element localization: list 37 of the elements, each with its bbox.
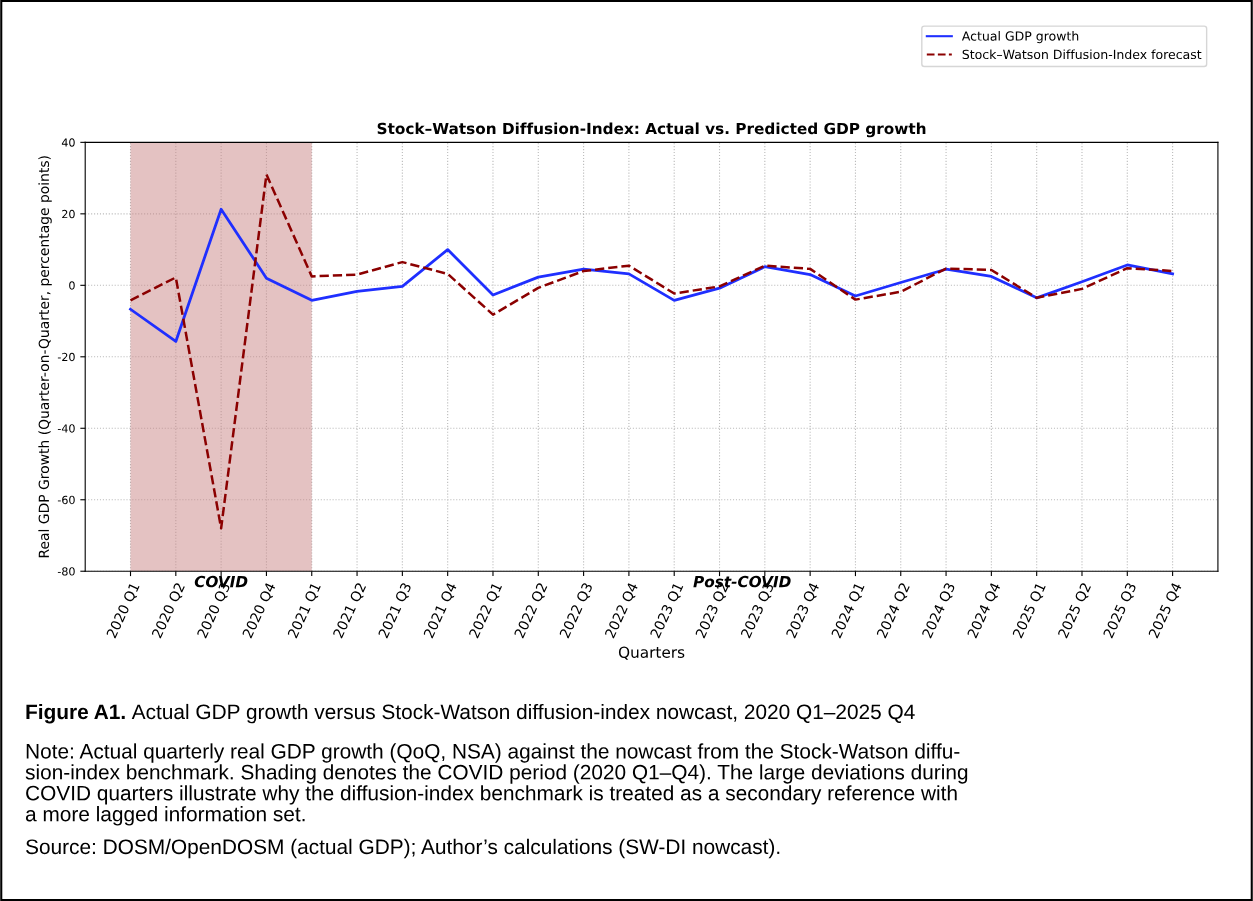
x-tick-label: 2022 Q1	[468, 582, 504, 640]
x-tick-label: 2025 Q2	[1057, 582, 1093, 640]
legend-label: Stock–Watson Diffusion-Index forecast	[962, 49, 1202, 60]
y-axis-title: Real GDP Growth (Quarter-on-Quarter, percentage points)	[38, 156, 52, 558]
x-tick-label: 2020 Q1	[106, 582, 142, 640]
x-tick-label: 2022 Q4	[604, 581, 640, 640]
x-tick-label: 2025 Q1	[1012, 582, 1048, 640]
x-tick-label: 2021 Q1	[287, 582, 323, 640]
y-tick-label: 0	[69, 281, 75, 290]
x-tick-label: 2024 Q2	[876, 582, 912, 640]
y-tick-label: -40	[57, 424, 75, 433]
x-axis-title: Quarters	[618, 646, 685, 660]
line-series	[129, 207, 1174, 343]
x-tick-label: 2023 Q1	[649, 582, 685, 640]
y-tick-label: 40	[61, 138, 75, 147]
chart-title: Stock–Watson Diffusion-Index: Actual vs. Predicted GDP growth	[377, 122, 926, 138]
x-tick-label: 2021 Q3	[377, 582, 414, 640]
x-tick-label: 2021 Q4	[423, 581, 459, 640]
x-tick-label: 2020 Q2	[151, 582, 187, 640]
x-tick-label: 2025 Q3	[1102, 582, 1139, 640]
line-series	[129, 173, 1174, 530]
text: Actual GDP growth versus Stock-Watson diffusion-index nowcast, 2020 Q1–2025 Q4	[131, 703, 915, 724]
y-tick-label: 20	[62, 209, 75, 219]
y-tick-label: -20	[57, 352, 75, 362]
x-tick-label: 2024 Q3	[921, 582, 957, 640]
y-tick-label: -80	[57, 567, 75, 576]
source-note: Source: DOSM/OpenDOSM (actual GDP); Author’s calculations (SW-DI nowcast).	[26, 838, 780, 859]
legend-label: Actual GDP growth	[961, 31, 1079, 44]
caption: Figure A1.	[26, 703, 125, 724]
x-tick-label: 2025 Q4	[1148, 581, 1184, 640]
x-tick-label: 2022 Q2	[513, 582, 549, 640]
y-tick-label: -60	[57, 495, 75, 505]
x-tick-label: 2024 Q4	[966, 581, 1003, 640]
x-tick-label: 2024 Q1	[830, 582, 867, 640]
text: Note: Actual quarterly real GDP growth (QoQ, NSA) against the nowcast from the Stock-Watson diffu- sion-index benchmark. Shading denotes the COVID period (2020 Q1–Q4). The large deviations during COVID quarters illustrate why the diffusion-index benchmark is treated as a secondary reference with a more lagged information set.	[25, 743, 968, 826]
x-tick-label: 2022 Q3	[559, 582, 595, 640]
x-tick-label: 2021 Q2	[332, 582, 368, 640]
